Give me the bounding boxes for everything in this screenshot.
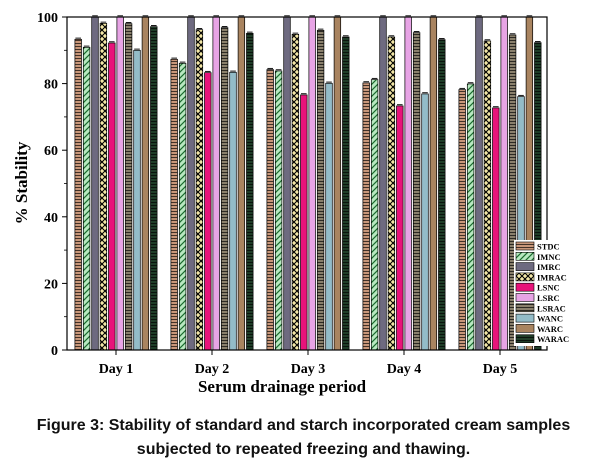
y-axis-label: % Stability [12,141,31,224]
bar-stdc-day-1 [74,38,82,351]
legend-label-imrac: IMRAC [537,272,567,282]
bar-stdc-day-3 [266,69,274,351]
y-tick-label: 60 [44,144,58,159]
bar-imrac-day-2 [195,29,204,351]
bar-imrc-day-4 [379,16,387,351]
caption-line-2: subjected to repeated freezing and thawi… [136,441,471,458]
bar-wanc-day-2 [229,71,237,351]
bar-wanc-day-1 [133,49,141,351]
bars-group [74,15,542,351]
legend: STDCIMNCIMRCIMRACLSNCLSRCLSRACWANCWARCWA… [514,240,569,346]
bar-imnc-day-1 [82,46,91,351]
bar-lsrc-day-5 [500,16,508,351]
bar-lsrac-day-3 [316,29,325,351]
bar-wanc-day-4 [421,93,429,351]
x-tick-label: Day 1 [99,362,134,377]
bar-stdc-day-5 [458,89,466,351]
legend-swatch-warc [515,324,535,333]
legend-swatch-imnc [515,252,535,261]
bar-imrc-day-5 [475,16,483,351]
bar-warac-day-3 [342,36,350,351]
bar-imnc-day-4 [370,79,379,351]
bar-lsrac-day-2 [220,27,229,351]
legend-label-imrc: IMRC [537,262,561,272]
x-tick-label: Day 4 [387,362,422,377]
x-tick-label: Day 3 [291,362,326,377]
legend-swatch-lsnc [515,282,535,292]
bar-warac-day-1 [150,26,158,351]
bar-lsrc-day-2 [212,16,220,351]
y-tick-label: 0 [51,344,58,359]
legend-swatch-warac [515,334,535,344]
bar-imrac-day-4 [387,36,396,351]
caption-line-1: Figure 3: Stability of standard and star… [36,417,571,434]
legend-label-wanc: WANC [537,314,563,324]
legend-swatch-stdc [515,241,535,251]
y-tick-label: 40 [44,211,58,226]
bar-imnc-day-2 [178,62,187,351]
bar-imrac-day-5 [483,40,492,351]
bar-warac-day-2 [246,32,254,351]
bar-imrc-day-3 [283,16,291,351]
axes-group: Day 1 Day 2 Day 3 Day 4 Day 5 0 20 40 60 80 100 [37,11,548,377]
legend-swatch-imrc [515,262,535,271]
y-tick-label: 80 [44,78,58,93]
legend-label-lsrc: LSRC [537,293,560,303]
bar-lsnc-day-5 [492,107,500,351]
legend-label-lsnc: LSNC [537,283,560,293]
bar-lsrc-day-1 [116,16,124,351]
legend-label-warc: WARC [537,324,563,334]
stability-bar-chart: Day 1 Day 2 Day 3 Day 4 Day 5 0 20 40 60 80 100 ST… [12,11,569,396]
bar-warac-day-4 [438,39,446,351]
x-tick-label: Day 5 [483,362,518,377]
bar-warc-day-1 [141,16,150,351]
bar-imrac-day-1 [99,22,108,351]
legend-swatch-imrac [515,272,535,282]
bar-lsrc-day-3 [308,16,316,351]
figure-caption: Figure 3: Stability of standard and star… [0,414,607,462]
bar-imrc-day-1 [91,16,99,351]
bar-imrc-day-2 [187,16,195,351]
bar-warc-day-2 [237,16,246,351]
legend-swatch-lsrac [515,303,535,313]
legend-label-stdc: STDC [537,242,560,252]
bar-lsnc-day-1 [108,42,116,351]
bar-lsrac-day-4 [412,32,421,351]
legend-label-warac: WARAC [537,334,569,344]
bar-lsnc-day-3 [300,94,308,351]
bar-lsnc-day-2 [204,72,212,351]
bar-imnc-day-3 [274,70,283,351]
bar-imnc-day-5 [466,83,475,351]
y-tick-label: 100 [37,11,58,26]
legend-swatch-lsrc [515,293,535,302]
x-tick-label: Day 2 [195,362,230,377]
bar-warc-day-4 [429,16,438,351]
bar-lsrac-day-1 [124,23,133,351]
y-tick-label: 20 [44,277,58,292]
legend-swatch-wanc [515,313,535,323]
x-axis-label: Serum drainage period [198,377,367,396]
bar-imrac-day-3 [291,33,300,351]
bar-warc-day-3 [333,16,342,351]
bar-wanc-day-3 [325,82,333,351]
legend-label-lsrac: LSRAC [537,303,566,313]
bar-stdc-day-4 [362,82,370,351]
bar-stdc-day-2 [170,58,178,351]
legend-label-imnc: IMNC [537,252,561,262]
bar-lsnc-day-4 [396,105,404,351]
bar-lsrc-day-4 [404,16,412,351]
